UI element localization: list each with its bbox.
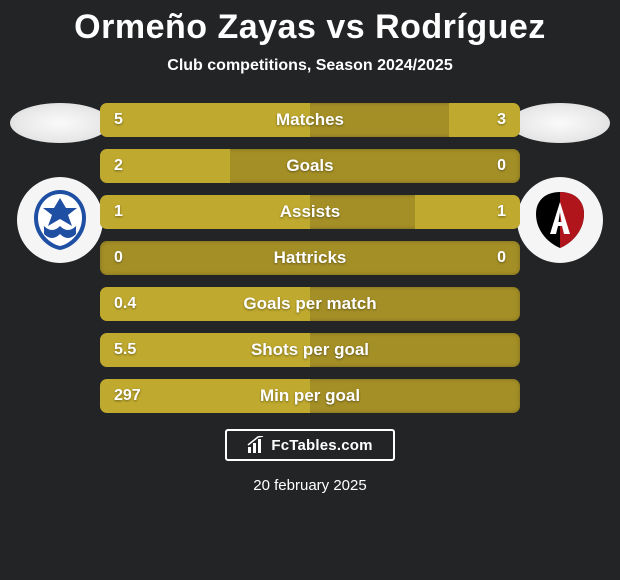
stat-label: Shots per goal <box>100 333 520 367</box>
stat-label: Goals <box>100 149 520 183</box>
stat-row: 5.5 Shots per goal <box>100 333 520 367</box>
chart-icon <box>247 436 265 454</box>
stat-row: 0 Hattricks 0 <box>100 241 520 275</box>
comparison-content: 5 Matches 3 2 Goals 0 1 Assists 1 <box>0 103 620 494</box>
player-right-column <box>510 103 610 263</box>
footer-date: 20 february 2025 <box>0 477 620 494</box>
stat-row: 1 Assists 1 <box>100 195 520 229</box>
atlas-crest-icon <box>517 177 603 263</box>
page-title: Ormeño Zayas vs Rodríguez <box>0 0 620 47</box>
player-left-avatar <box>10 103 110 143</box>
stat-right-value: 0 <box>497 241 506 275</box>
stat-label: Goals per match <box>100 287 520 321</box>
stat-row: 5 Matches 3 <box>100 103 520 137</box>
stat-row: 297 Min per goal <box>100 379 520 413</box>
stat-label: Hattricks <box>100 241 520 275</box>
brand-logo[interactable]: FcTables.com <box>225 429 395 461</box>
stat-label: Assists <box>100 195 520 229</box>
stat-label: Min per goal <box>100 379 520 413</box>
stat-row: 0.4 Goals per match <box>100 287 520 321</box>
puebla-crest-icon <box>17 177 103 263</box>
stat-right-value: 3 <box>497 103 506 137</box>
stat-right-value: 1 <box>497 195 506 229</box>
stat-right-value: 0 <box>497 149 506 183</box>
stat-bars: 5 Matches 3 2 Goals 0 1 Assists 1 <box>100 103 520 413</box>
stat-row: 2 Goals 0 <box>100 149 520 183</box>
player-left-column <box>10 103 110 263</box>
brand-text: FcTables.com <box>271 437 372 454</box>
stat-label: Matches <box>100 103 520 137</box>
player-right-avatar <box>510 103 610 143</box>
page-subtitle: Club competitions, Season 2024/2025 <box>0 57 620 75</box>
